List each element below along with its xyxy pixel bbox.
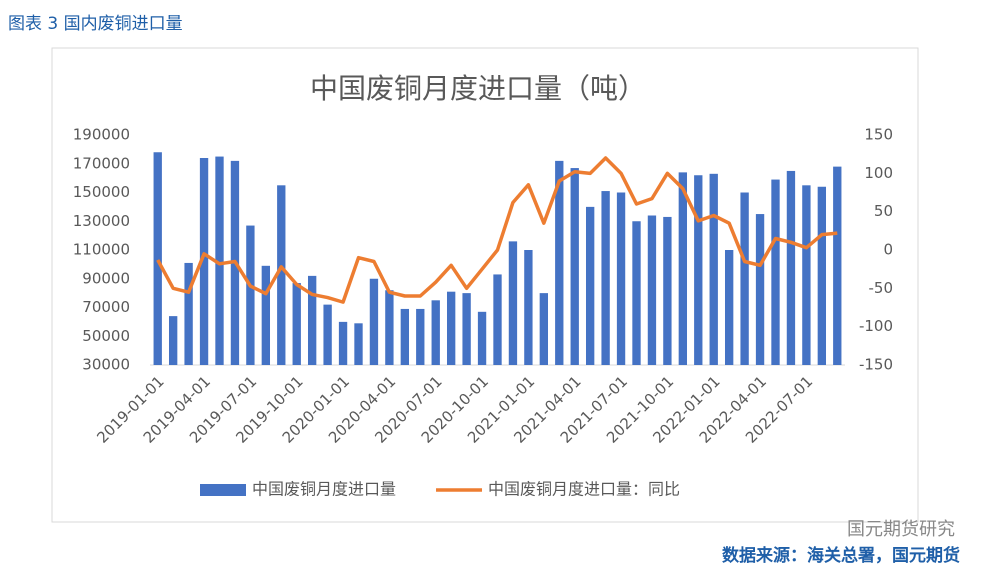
legend-swatch bbox=[200, 484, 246, 496]
bar bbox=[400, 308, 410, 365]
bar bbox=[184, 262, 193, 365]
bar bbox=[678, 172, 688, 365]
bar bbox=[755, 214, 765, 365]
bar bbox=[153, 152, 162, 365]
y-tick-label: 130000 bbox=[73, 212, 130, 230]
bar bbox=[786, 170, 796, 365]
bar bbox=[477, 311, 487, 365]
bar bbox=[446, 291, 456, 365]
bar bbox=[277, 185, 286, 365]
bar bbox=[570, 168, 579, 365]
bar bbox=[493, 274, 502, 365]
line bbox=[156, 156, 838, 304]
bar bbox=[199, 158, 209, 365]
bar bbox=[585, 206, 595, 365]
bar bbox=[817, 186, 827, 365]
legend-label: 中国废铜月度进口量：同比 bbox=[488, 480, 680, 499]
chart-frame bbox=[51, 47, 919, 523]
y2-tick-label: -50 bbox=[869, 279, 894, 297]
bar bbox=[724, 250, 734, 365]
bar bbox=[647, 215, 657, 365]
y2-tick-label: 50 bbox=[874, 202, 893, 220]
y2-tick-label: -100 bbox=[859, 317, 893, 335]
watermark: 国元期货研究 bbox=[847, 519, 955, 540]
bar bbox=[338, 321, 348, 365]
bar bbox=[632, 221, 641, 365]
bar bbox=[663, 216, 672, 365]
y-tick-label: 70000 bbox=[82, 298, 130, 316]
bar bbox=[261, 265, 271, 365]
bar bbox=[369, 278, 379, 365]
y-tick-label: 50000 bbox=[82, 327, 130, 345]
y-tick-label: 90000 bbox=[82, 269, 130, 287]
y2-tick-label: 0 bbox=[883, 241, 893, 259]
y2-tick-label: 150 bbox=[864, 126, 893, 144]
bar bbox=[833, 166, 842, 365]
y-tick-label: 190000 bbox=[73, 126, 130, 144]
y2-tick-label: -150 bbox=[859, 356, 893, 374]
y-tick-label: 170000 bbox=[73, 154, 130, 172]
bar bbox=[771, 179, 780, 365]
bar bbox=[709, 173, 718, 365]
bar bbox=[385, 290, 394, 365]
bar bbox=[616, 192, 626, 365]
bar bbox=[740, 192, 749, 365]
bar bbox=[524, 250, 533, 365]
bar bbox=[292, 283, 301, 365]
bar bbox=[246, 225, 255, 365]
bar bbox=[354, 323, 363, 365]
bar bbox=[416, 308, 425, 365]
legend-label: 中国废铜月度进口量 bbox=[252, 480, 396, 499]
bar bbox=[168, 316, 178, 365]
bar bbox=[802, 185, 811, 365]
bar bbox=[462, 293, 471, 365]
bar bbox=[431, 300, 440, 365]
chart-title: 中国废铜月度进口量（吨） bbox=[310, 72, 646, 105]
bar bbox=[539, 293, 549, 365]
bar bbox=[601, 191, 610, 365]
y-tick-label: 30000 bbox=[82, 356, 130, 374]
bar bbox=[508, 241, 518, 365]
bar bbox=[694, 175, 703, 365]
bar bbox=[555, 160, 564, 365]
y-tick-label: 150000 bbox=[73, 183, 130, 201]
y2-tick-label: 100 bbox=[864, 164, 893, 182]
bar bbox=[323, 304, 332, 365]
source-note: 数据来源：海关总署，国元期货 bbox=[722, 545, 960, 566]
y-tick-label: 110000 bbox=[73, 241, 130, 259]
figure-caption: 图表 3 国内废铜进口量 bbox=[8, 14, 183, 34]
bar bbox=[215, 156, 224, 365]
bar bbox=[307, 275, 317, 365]
